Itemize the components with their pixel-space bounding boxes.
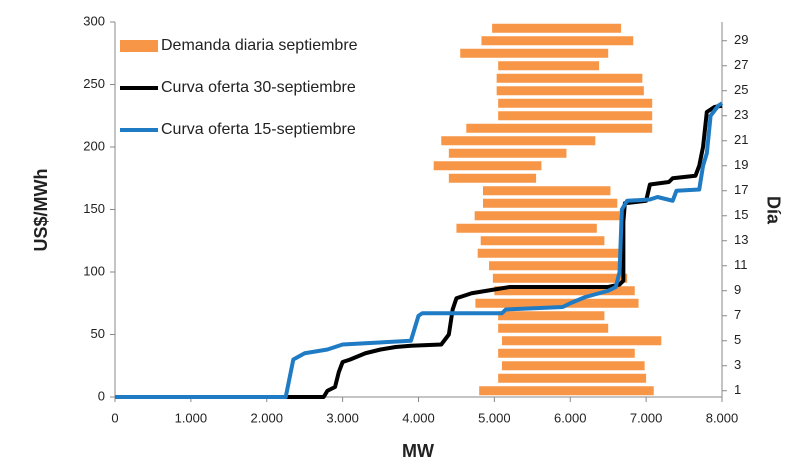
bar: [433, 161, 542, 171]
x-tick-label: 0: [111, 410, 118, 425]
x-tick-label: 5.000: [478, 410, 511, 425]
x-axis-label: MW: [402, 441, 434, 461]
bar: [498, 98, 653, 108]
y2-tick-label: 9: [734, 282, 741, 297]
bar: [498, 111, 653, 121]
bar: [501, 361, 645, 371]
line: [115, 101, 724, 399]
bar: [492, 273, 628, 283]
y2-tick-label: 21: [734, 132, 748, 147]
x-tick-label: 8.000: [706, 410, 739, 425]
legend-label: Curva oferta 15-septiembre: [161, 121, 356, 138]
bar: [474, 211, 620, 221]
y2-tick-label: 1: [734, 382, 741, 397]
bar: [477, 248, 625, 258]
legend-label: Demanda diaria septiembre: [161, 37, 358, 54]
y2-tick-label: 15: [734, 207, 748, 222]
y2-axis-label: Día: [763, 196, 783, 225]
bar: [460, 48, 609, 58]
bar: [482, 198, 618, 208]
y-axis-label: US$/MWh: [31, 169, 51, 252]
bar: [498, 373, 647, 383]
y2-tick-label: 29: [734, 32, 748, 47]
legend-swatch: [120, 40, 158, 52]
bar: [480, 236, 605, 246]
y2-tick-label: 5: [734, 332, 741, 347]
x-tick-label: 7.000: [630, 410, 663, 425]
bar: [482, 186, 611, 196]
bar: [498, 61, 600, 71]
x-tick-label: 1.000: [175, 410, 208, 425]
bar: [494, 286, 635, 296]
x-tick-label: 4.000: [402, 410, 435, 425]
bar: [501, 336, 662, 346]
y2-tick-label: 3: [734, 357, 741, 372]
bar: [475, 298, 639, 308]
bar: [456, 223, 597, 233]
y-tick-label: 50: [91, 326, 105, 341]
y2-tick-label: 17: [734, 182, 748, 197]
bar: [498, 348, 635, 358]
bar: [492, 23, 622, 33]
bar: [498, 311, 605, 321]
y2-tick-label: 19: [734, 157, 748, 172]
bar: [441, 136, 596, 146]
legend-label: Curva oferta 30-septiembre: [161, 79, 356, 96]
y2-tick-label: 7: [734, 307, 741, 322]
y2-tick-label: 23: [734, 107, 748, 122]
bar: [496, 86, 644, 96]
y2-tick-label: 25: [734, 82, 748, 97]
bar: [466, 123, 653, 133]
bar: [479, 386, 654, 396]
bar: [448, 173, 537, 183]
bar: [481, 36, 634, 46]
y2-tick-label: 27: [734, 57, 748, 72]
y-tick-label: 300: [83, 13, 105, 28]
y-tick-label: 0: [98, 388, 105, 403]
bar: [498, 323, 609, 333]
y2-tick-label: 13: [734, 232, 748, 247]
y-tick-label: 200: [83, 138, 105, 153]
line: [115, 103, 723, 399]
bar: [496, 73, 643, 83]
x-tick-label: 6.000: [554, 410, 587, 425]
bar: [489, 261, 624, 271]
x-tick-label: 3.000: [326, 410, 359, 425]
y-tick-label: 250: [83, 76, 105, 91]
y-tick-label: 100: [83, 263, 105, 278]
x-tick-label: 2.000: [250, 410, 283, 425]
bar: [448, 148, 567, 158]
y2-tick-label: 11: [734, 257, 748, 272]
y-tick-label: 150: [83, 201, 105, 216]
